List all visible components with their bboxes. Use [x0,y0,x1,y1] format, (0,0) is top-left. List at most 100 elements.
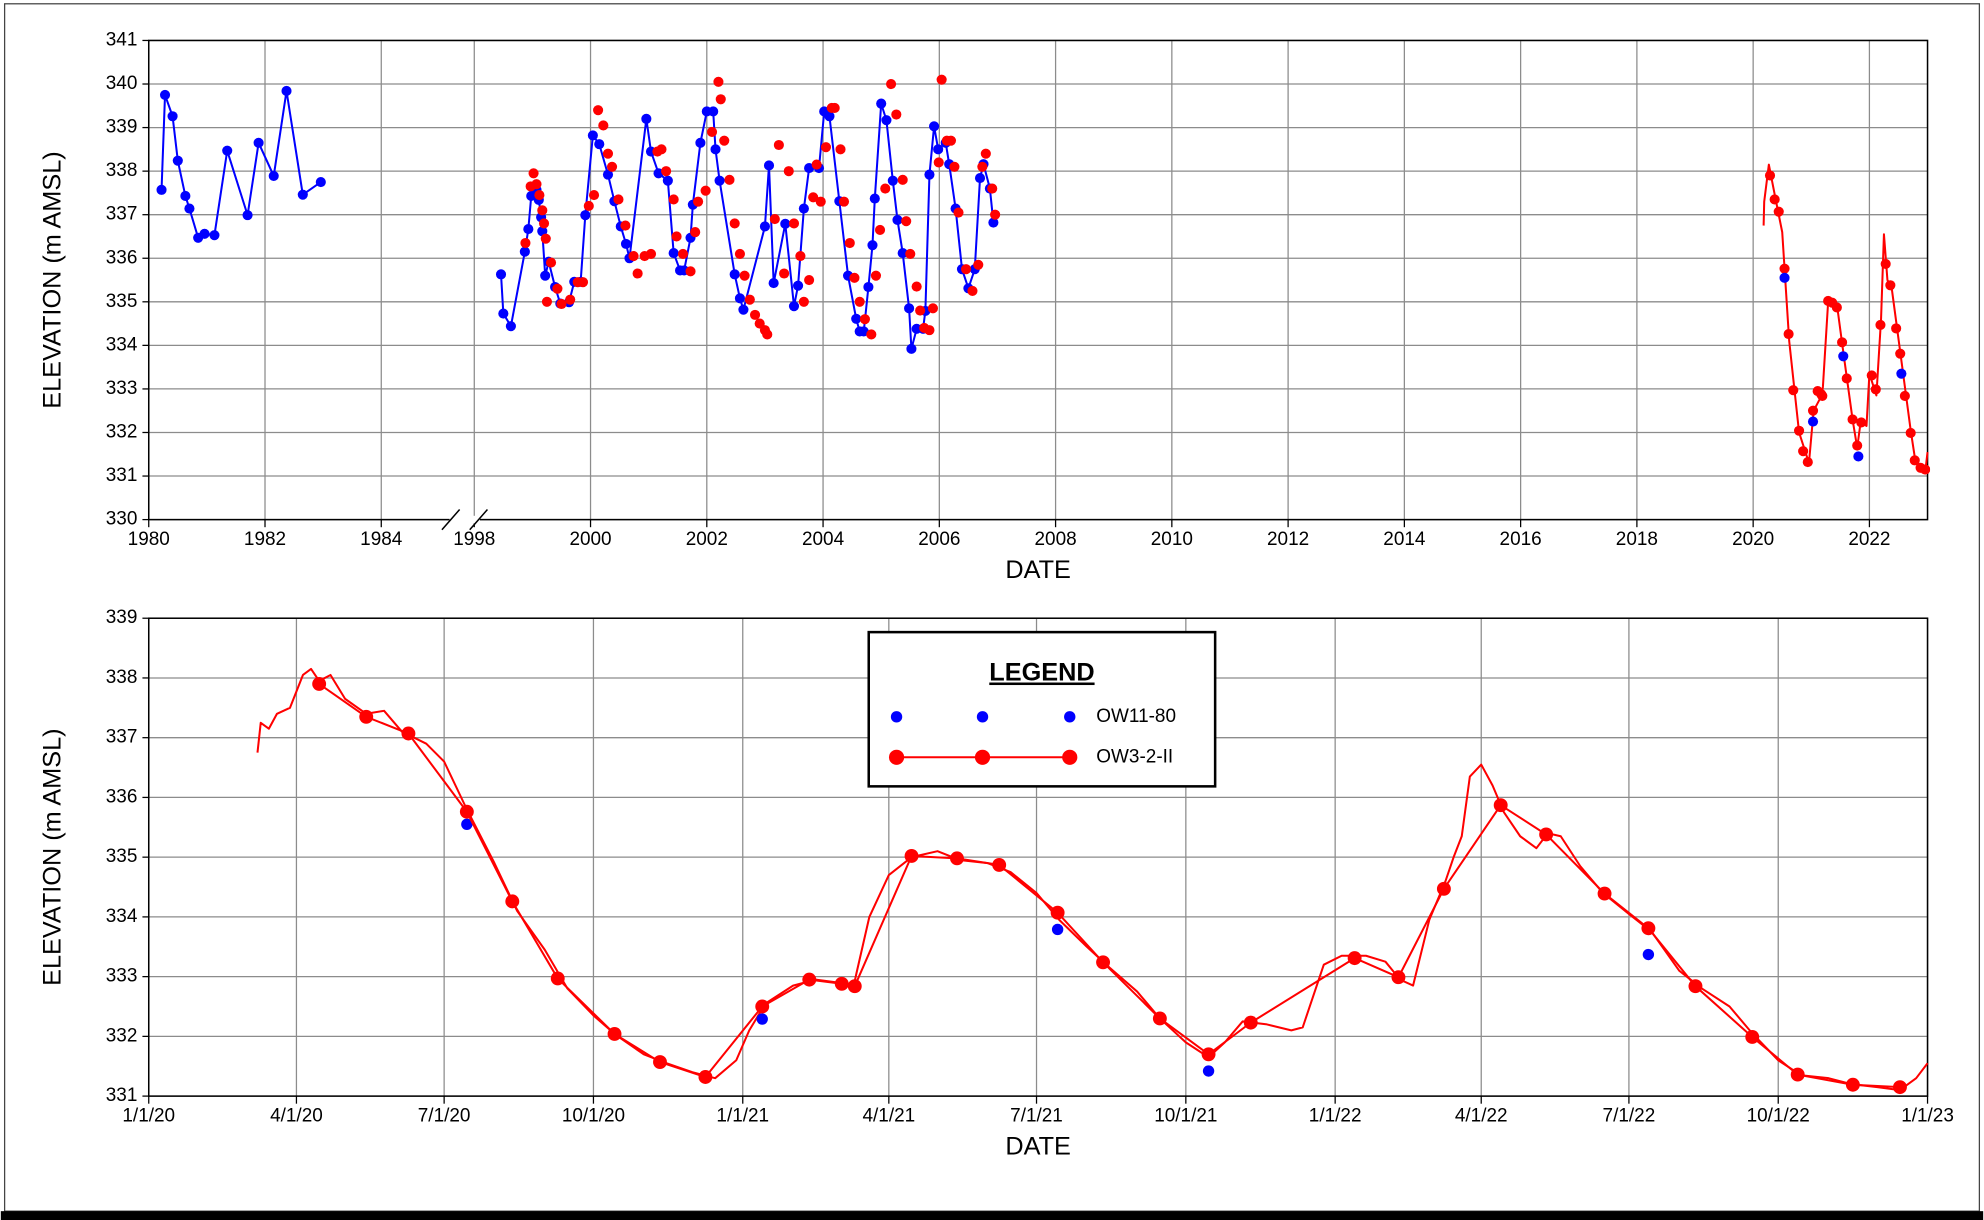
data-point [606,161,618,172]
data-point [706,126,718,137]
legend-title: LEGEND [989,659,1094,687]
y-tick-label: 334 [106,334,138,355]
x-tick-label: 7/1/20 [418,1105,471,1126]
data-point [545,257,557,268]
data-point [156,184,167,195]
data-point [1539,827,1554,842]
data-point [1802,457,1813,468]
legend-label: OW11-80 [1096,706,1176,727]
data-point [1152,1011,1167,1026]
data-point [1096,955,1111,970]
data-point [556,298,567,310]
data-point [1892,1080,1907,1095]
data-point [222,145,233,156]
data-point [693,196,704,207]
legend-marker [1064,711,1076,723]
data-point [519,246,530,257]
data-point [950,851,964,866]
plot-layer [156,74,1931,475]
data-point [1790,1067,1805,1082]
data-point [661,166,672,177]
data-point [1202,1065,1215,1077]
x-tick-label: 2004 [802,529,844,550]
data-point [967,285,978,296]
x-tick-label: 2000 [569,529,611,550]
data-point [281,85,292,97]
data-point [671,231,682,242]
data-point [668,194,679,205]
data-point [583,200,594,212]
data-point [184,203,195,214]
y-tick-label: 338 [106,160,138,181]
data-point [1794,425,1805,436]
data-point [980,148,991,159]
data-point [783,166,794,177]
data-point [977,161,988,172]
data-point [869,193,880,204]
data-point [1838,351,1849,362]
data-point [209,230,220,241]
legend-marker [974,749,991,765]
data-point [708,106,719,117]
data-point [779,268,790,279]
data-point [662,175,673,186]
data-point [528,168,539,179]
data-point [802,972,817,987]
data-point [769,213,780,225]
data-point [359,709,374,724]
data-point [1895,348,1906,359]
data-point [677,248,689,259]
data-point [552,283,563,294]
bottom-bar [0,1211,1984,1220]
data-point [1769,194,1780,205]
data-point [1807,405,1819,416]
data-point [461,818,473,830]
y-tick-label: 339 [106,607,138,628]
data-point [838,196,850,207]
data-point [1773,206,1784,217]
y-tick-label: 336 [106,247,138,268]
data-point [876,98,887,109]
data-point [844,237,855,249]
x-tick-label: 7/1/22 [1603,1105,1656,1126]
data-point [715,94,726,105]
data-point [924,325,935,336]
x-tick-label: 2018 [1616,529,1658,550]
data-point [949,161,960,172]
data-point [594,139,605,150]
data-point [602,148,614,159]
data-point [973,259,984,270]
data-point [540,270,551,281]
data-point [690,227,701,238]
data-point [1841,373,1852,384]
data-point [953,207,964,218]
data-point [859,314,870,325]
x-tick-label: 4/1/22 [1455,1105,1508,1126]
x-tick-label: 1982 [244,529,286,550]
data-point [793,280,804,291]
y-tick-label: 335 [106,291,138,312]
x-tick-label: 1998 [453,529,495,550]
data-point [936,74,947,85]
data-point [602,169,614,180]
axis-break [469,508,489,531]
x-tick-label: 1/1/22 [1309,1105,1362,1126]
data-point [892,214,903,225]
data-point [808,192,819,203]
data-point [1866,370,1877,381]
data-point [798,296,809,307]
data-point [531,179,542,190]
data-point [523,224,534,235]
data-point [1688,979,1703,994]
data-point [739,270,750,281]
data-point [759,221,770,232]
data-point [534,190,545,201]
data-point [880,183,891,194]
x-tick-label: 1/1/20 [122,1105,175,1126]
data-point [933,144,944,155]
data-point [798,203,809,214]
data-point [811,159,822,170]
data-point [1891,323,1902,334]
y-tick-label: 332 [106,1025,138,1046]
data-point [656,144,667,155]
